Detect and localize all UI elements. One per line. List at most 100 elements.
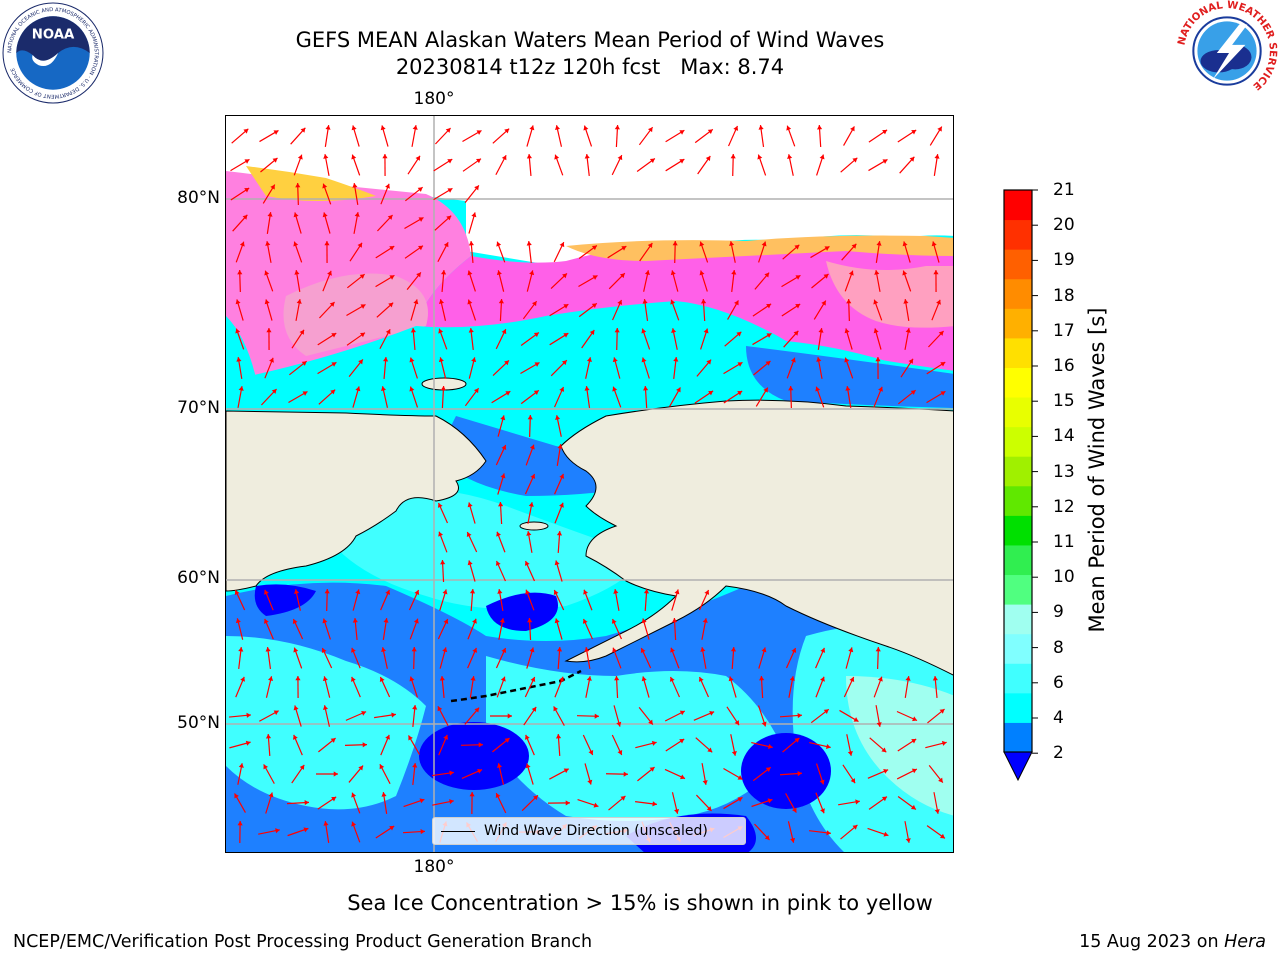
wind-wave-vector-head: [876, 241, 882, 246]
wind-wave-vector-head: [527, 415, 533, 420]
wind-wave-vector-head: [766, 303, 772, 309]
wind-wave-vector-head: [472, 618, 477, 624]
wind-wave-vector-head: [438, 299, 445, 305]
wind-wave-vector-head: [265, 734, 272, 739]
wind-wave-vector-head: [825, 743, 831, 750]
wind-wave-vector-head: [939, 709, 945, 714]
wind-wave-vector-head: [733, 125, 739, 131]
wind-wave-vector-head: [672, 241, 678, 246]
wind-wave-vector-head: [848, 647, 854, 653]
colorbar-label: Mean Period of Wind Waves [s]: [1085, 307, 1109, 633]
wind-wave-vector-head: [591, 303, 597, 309]
nws-logo: NATIONAL WEATHER SERVICE: [1176, 0, 1278, 101]
wind-wave-vector-head: [643, 386, 649, 391]
wind-wave-vector-head: [418, 217, 424, 222]
wind-wave-vector-head: [700, 647, 706, 652]
lon-label-top: 180°: [413, 89, 455, 109]
wind-wave-vector-head: [437, 706, 443, 712]
wind-wave-vector-head: [302, 391, 308, 396]
wind-wave-vector-head: [293, 647, 299, 653]
wind-wave-vector-head: [236, 357, 242, 362]
wind-wave-vector-head: [709, 711, 715, 716]
colorbar-tick-label: 11: [1053, 532, 1075, 552]
wind-wave-vector-head: [791, 647, 797, 653]
wind-wave-vector-head: [704, 589, 710, 595]
colorbar-tick-label: 12: [1053, 496, 1075, 517]
wind-wave-vector-head: [352, 618, 358, 623]
wind-wave-vector-head: [844, 328, 850, 334]
wind-wave-vector-head: [818, 328, 824, 333]
wind-wave-vector-head: [559, 386, 565, 392]
wind-wave-vector-head: [501, 155, 507, 161]
wind-wave-vector-head: [699, 270, 705, 276]
wind-wave-vector-head: [649, 767, 655, 772]
wind-wave-vector-head: [593, 802, 599, 808]
colorbar-band: [1004, 278, 1032, 309]
wind-wave-vector-head: [703, 328, 709, 334]
colorbar-tick-label: 14: [1053, 426, 1075, 447]
wind-wave-vector-head: [670, 270, 676, 276]
wind-wave-vector-head: [383, 618, 389, 623]
wind-wave-vector-head: [467, 299, 473, 305]
wind-wave-vector-head: [352, 183, 358, 188]
wind-wave-vector-head: [437, 502, 443, 508]
wind-wave-vector-head: [264, 589, 269, 595]
low-period-patch-2: [741, 733, 831, 809]
wind-wave-vector-head: [240, 676, 245, 682]
wind-wave-vector-head: [707, 129, 713, 135]
wind-wave-vector-head: [909, 156, 915, 162]
colorbar-tick-label: 19: [1053, 250, 1075, 271]
wind-wave-vector-head: [235, 618, 241, 624]
wind-wave-vector-head: [269, 357, 274, 363]
wind-wave-vector-head: [758, 125, 764, 130]
wind-wave-vector-head: [417, 187, 423, 192]
wind-wave-vector-head: [855, 799, 860, 805]
wind-wave-vector-head: [477, 768, 483, 774]
wind-wave-vector-head: [530, 677, 536, 682]
wind-wave-vector-head: [940, 391, 946, 396]
pacific-water-light: [846, 676, 953, 816]
wind-wave-vector-head: [449, 770, 454, 776]
wind-wave-vector-head: [419, 798, 425, 804]
wind-wave-vector-head: [882, 159, 888, 164]
wind-wave-vector-head: [379, 764, 385, 770]
wind-wave-vector-head: [379, 676, 385, 682]
wind-wave-vector-head: [275, 828, 280, 834]
wind-wave-vector-head: [292, 734, 298, 740]
wind-wave-vector-head: [333, 771, 338, 777]
wind-wave-vector-head: [882, 129, 888, 135]
footer-machine: Hera: [1224, 932, 1266, 952]
wind-wave-vector-head: [330, 389, 336, 395]
wind-wave-vector-head: [497, 589, 503, 594]
wind-wave-vector-head: [359, 274, 365, 279]
wind-wave-vector-head: [794, 737, 800, 743]
wind-wave-vector-head: [767, 798, 773, 804]
wind-wave-vector-head: [617, 155, 623, 161]
legend-line-swatch: [441, 831, 475, 832]
wind-wave-vector-head: [905, 328, 911, 333]
wind-wave-vector-head: [244, 159, 250, 164]
colorbar-band: [1004, 604, 1032, 635]
wind-wave-vector-head: [331, 796, 337, 802]
wind-wave-vector-head: [420, 829, 425, 835]
wind-wave-vector-head: [303, 827, 309, 833]
wind-wave-vector-head: [331, 333, 337, 338]
wind-wave-vector-head: [592, 275, 598, 280]
wind-wave-vector-head: [902, 270, 908, 276]
wind-wave-vector-head: [329, 302, 335, 307]
wind-wave-vector-head: [737, 775, 743, 780]
wind-wave-vector-head: [476, 158, 482, 164]
wind-wave-vector-head: [591, 245, 597, 251]
wind-wave-vector-head: [524, 734, 530, 740]
colorbar-band: [1004, 456, 1032, 487]
wind-wave-vector-head: [294, 270, 300, 275]
wind-wave-vector-head: [787, 154, 793, 159]
wind-wave-vector-head: [388, 302, 394, 308]
wind-wave-vector-head: [472, 647, 478, 653]
wind-wave-vector-head: [647, 243, 653, 248]
wind-wave-vector-head: [764, 835, 770, 841]
wind-wave-vector-head: [555, 415, 561, 420]
wind-wave-vector-head: [273, 130, 279, 135]
wind-wave-vector-head: [883, 768, 889, 774]
wind-wave-vector-head: [672, 618, 678, 623]
